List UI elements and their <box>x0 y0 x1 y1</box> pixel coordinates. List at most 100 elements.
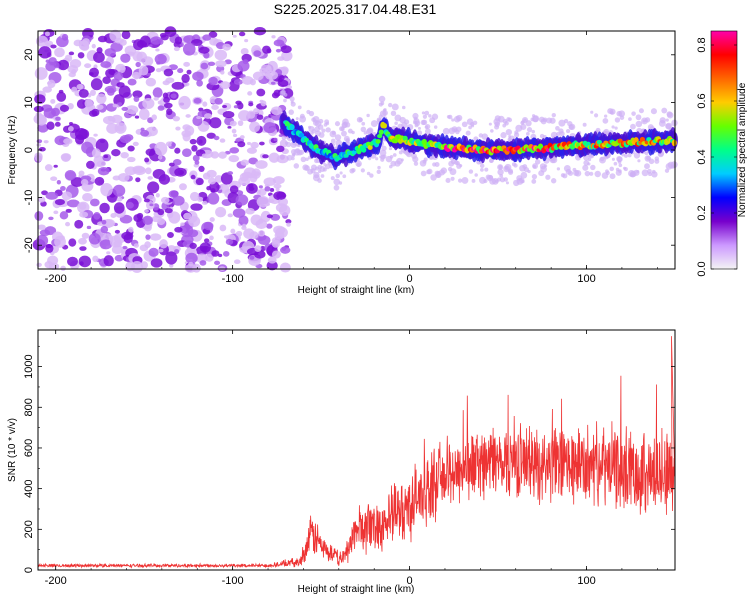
noise-blob <box>96 160 107 167</box>
band-halo-dot <box>434 161 440 167</box>
noise-blob <box>101 219 107 225</box>
noise-blob <box>174 147 181 154</box>
band-halo-dot <box>412 112 419 120</box>
spectrogram-signal-band <box>279 89 678 191</box>
spectrogram-y-axis-title: Frequency (Hz) <box>7 116 18 185</box>
noise-blob <box>145 167 152 175</box>
noise-blob <box>35 112 42 117</box>
band-halo-dot <box>618 110 626 118</box>
noise-blob <box>214 175 223 183</box>
noise-blob <box>269 187 275 192</box>
noise-blob <box>104 85 117 94</box>
noise-blob <box>209 217 215 222</box>
band-halo-dot <box>609 166 614 172</box>
band-core-segment <box>375 139 381 144</box>
band-halo-dot <box>486 174 494 182</box>
band-halo-dot <box>534 159 541 165</box>
band-halo-dot <box>369 173 374 178</box>
noise-blob <box>174 249 180 254</box>
band-halo-dot <box>413 161 419 166</box>
noise-blob <box>74 128 88 141</box>
noise-blob <box>53 210 59 215</box>
band-halo-dot <box>603 114 608 118</box>
noise-blob <box>44 164 53 172</box>
noise-blob <box>120 151 129 159</box>
noise-blob <box>229 147 240 154</box>
noise-blob <box>286 222 291 227</box>
band-halo-dot <box>281 135 287 141</box>
noise-blob <box>181 148 192 157</box>
band-halo-dot <box>602 118 609 124</box>
noise-blob <box>202 101 208 107</box>
noise-blob <box>263 177 277 187</box>
band-halo-dot <box>531 179 537 184</box>
noise-blob <box>124 166 137 176</box>
band-halo-dot <box>283 98 287 103</box>
band-halo-dot <box>481 133 489 140</box>
noise-blob <box>202 34 212 41</box>
band-halo-dot <box>594 170 601 178</box>
noise-blob <box>68 51 75 56</box>
noise-blob <box>268 152 280 163</box>
noise-blob <box>104 48 116 57</box>
band-halo-dot <box>388 146 393 151</box>
noise-blob <box>70 177 84 187</box>
noise-blob <box>179 183 187 191</box>
noise-blob <box>255 219 268 230</box>
band-core-segment <box>402 135 408 141</box>
band-halo-dot <box>594 113 599 118</box>
noise-blob <box>188 215 201 227</box>
band-halo-dot <box>402 150 407 154</box>
noise-blob <box>145 234 151 240</box>
noise-blob <box>267 256 277 264</box>
colorbar-title: Normalized spectral amplitude <box>737 82 748 217</box>
noise-blob <box>149 203 154 207</box>
band-halo-dot <box>293 148 301 156</box>
noise-blob <box>99 239 113 250</box>
noise-blob <box>51 107 60 117</box>
noise-blob <box>177 68 184 74</box>
band-halo-dot <box>333 178 341 186</box>
noise-blob <box>190 174 196 180</box>
band-halo-dot <box>381 145 387 152</box>
band-halo-dot <box>389 164 393 169</box>
band-halo-dot <box>489 158 494 164</box>
noise-blob <box>275 48 282 53</box>
band-halo-dot <box>420 170 427 177</box>
band-halo-dot <box>321 128 326 133</box>
noise-blob <box>260 64 272 72</box>
noise-blob <box>117 102 123 107</box>
noise-blob <box>205 253 214 262</box>
band-halo-dot <box>366 113 370 118</box>
band-halo-dot <box>360 168 365 173</box>
band-halo-dot <box>313 171 320 179</box>
x-tick-label: 100 <box>577 273 595 285</box>
noise-blob <box>140 129 150 137</box>
noise-blob <box>214 49 228 61</box>
noise-blob <box>78 170 85 176</box>
band-halo-dot <box>453 115 461 123</box>
noise-blob <box>38 46 52 59</box>
noise-blob <box>153 96 159 101</box>
band-halo-dot <box>471 179 476 183</box>
noise-blob <box>119 135 132 144</box>
noise-blob <box>67 256 78 267</box>
band-halo-dot <box>666 111 673 118</box>
band-halo-dot <box>388 102 393 108</box>
noise-blob <box>263 122 277 134</box>
noise-blob <box>210 151 220 159</box>
noise-blob <box>228 155 240 163</box>
noise-blob <box>192 154 200 162</box>
noise-blob <box>259 141 265 146</box>
band-halo-dot <box>582 164 589 171</box>
band-halo-dot <box>550 178 557 184</box>
band-halo-dot <box>665 118 669 122</box>
noise-blob <box>250 141 259 149</box>
band-halo-dot <box>363 131 368 135</box>
noise-blob <box>242 223 247 228</box>
noise-blob <box>207 177 217 185</box>
noise-blob <box>37 123 49 133</box>
noise-blob <box>202 201 208 205</box>
